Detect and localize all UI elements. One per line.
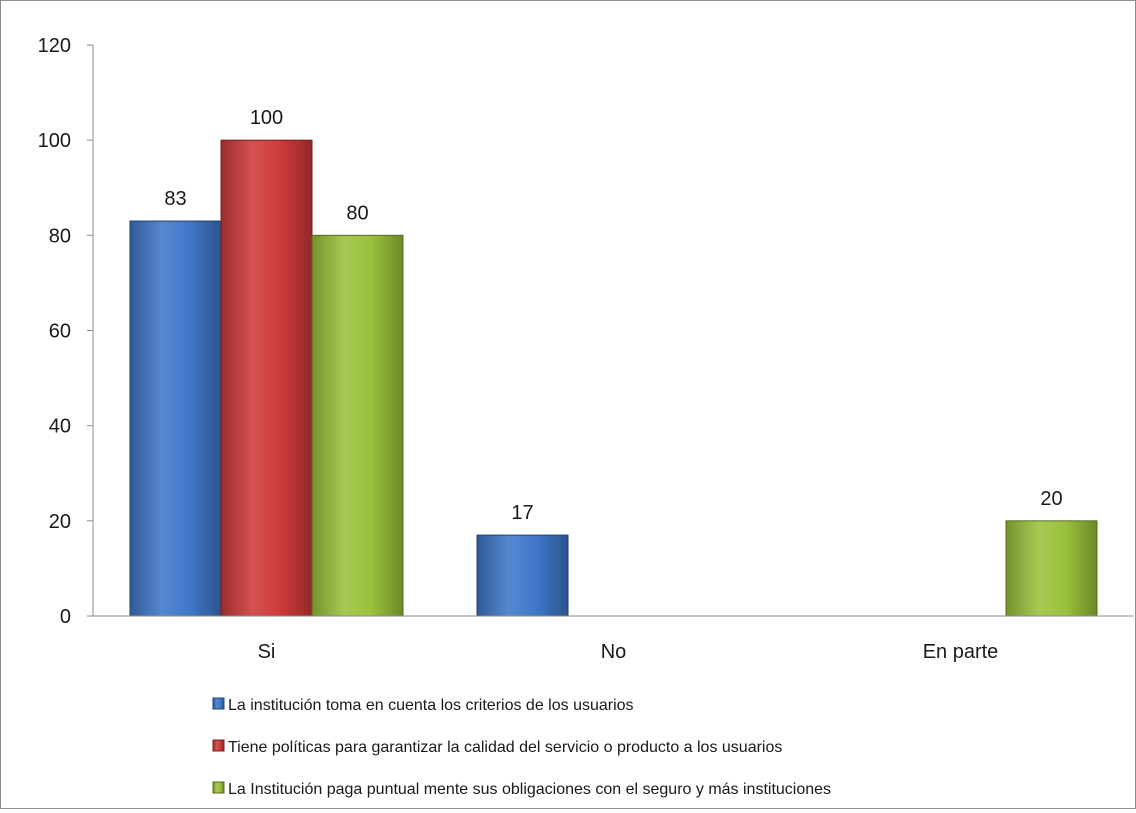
y-tick-label: 40	[49, 416, 71, 438]
y-tick-label: 100	[38, 130, 71, 152]
bar	[220, 139, 313, 617]
bar	[1005, 520, 1098, 617]
data-label: 100	[250, 107, 283, 129]
data-label: 17	[511, 502, 533, 524]
legend: La institución toma en cuenta los criter…	[212, 697, 831, 798]
bars	[129, 139, 1098, 617]
data-label: 20	[1040, 488, 1062, 510]
legend-swatch	[212, 697, 225, 710]
bar	[129, 220, 222, 617]
x-category-label: En parte	[923, 641, 999, 663]
y-tick-label: 0	[60, 606, 71, 628]
y-axis-ticks: 0 20 40 60 80 100 120	[38, 35, 93, 628]
y-tick-label: 120	[38, 35, 71, 57]
legend-label: La institución toma en cuenta los criter…	[228, 697, 634, 714]
data-label: 83	[164, 188, 186, 210]
y-tick-label: 80	[49, 225, 71, 247]
x-axis-categories: Si No En parte	[258, 641, 999, 663]
legend-swatch	[212, 739, 225, 752]
data-label: 80	[346, 202, 368, 224]
y-tick-label: 20	[49, 511, 71, 533]
data-labels: 83 100 80 17 20	[164, 107, 1062, 524]
bar	[476, 534, 569, 617]
x-category-label: Si	[258, 641, 276, 663]
y-tick-label: 60	[49, 321, 71, 343]
legend-swatch	[212, 781, 225, 794]
legend-label: Tiene políticas para garantizar la calid…	[228, 739, 782, 756]
legend-label: La Institución paga puntual mente sus ob…	[228, 781, 831, 798]
bar	[311, 234, 404, 617]
x-category-label: No	[601, 641, 627, 663]
